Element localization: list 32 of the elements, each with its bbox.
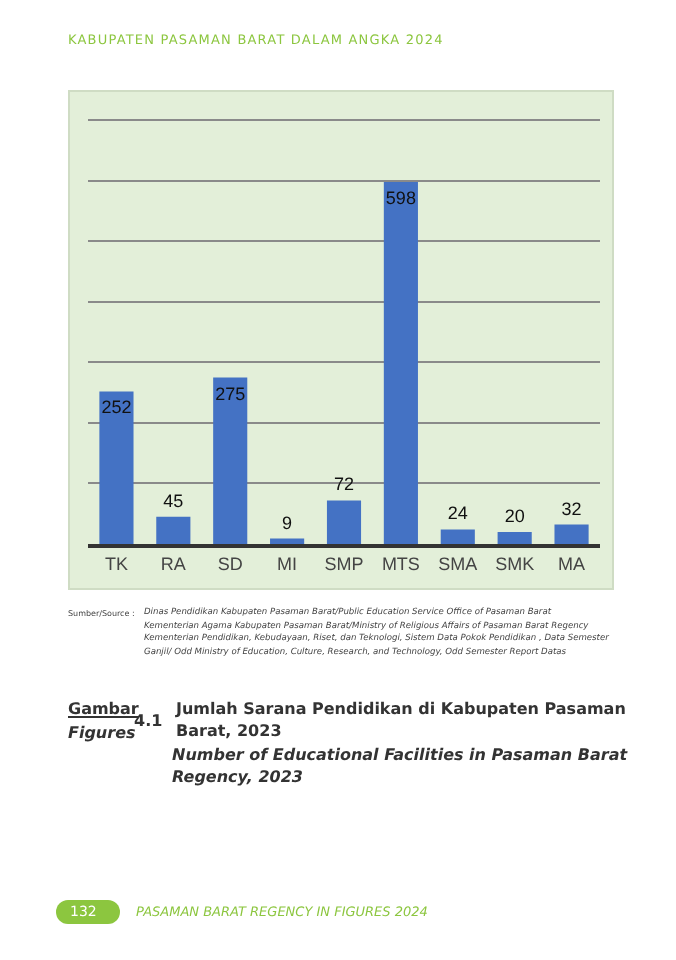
bar <box>554 524 589 544</box>
x-tick-label: SMP <box>324 553 364 574</box>
x-tick-label: MTS <box>381 553 420 574</box>
bar <box>497 531 532 544</box>
bar <box>99 391 134 544</box>
x-tick-label: TK <box>104 553 128 574</box>
bar <box>213 377 248 544</box>
data-label: 45 <box>163 490 184 511</box>
text: Jumlah Sarana Pendidikan di Kabupaten Pasaman Barat, 2023 <box>176 698 628 742</box>
bar <box>156 516 191 544</box>
text: Number of Educational Facilities in Pasaman Barat Regency, 2023 <box>172 744 630 788</box>
bar <box>383 181 418 544</box>
data-label: 32 <box>561 498 582 519</box>
text: 4.1 <box>134 712 163 730</box>
data-label: 72 <box>333 474 355 495</box>
text: Gambar <box>68 700 139 718</box>
data-label: 598 <box>385 187 416 208</box>
bar <box>270 538 305 544</box>
bar <box>440 529 475 544</box>
text: Figures <box>68 724 136 742</box>
data-label: 252 <box>101 397 132 418</box>
x-tick-label: RA <box>160 553 186 574</box>
data-label: 275 <box>215 383 246 404</box>
x-tick-label: SMK <box>495 553 535 574</box>
bar <box>326 500 362 544</box>
x-tick-label: SMA <box>438 553 478 574</box>
data-label: 24 <box>447 503 468 524</box>
data-label: 9 <box>282 512 293 533</box>
data-label: 20 <box>504 505 525 526</box>
x-tick-label: MA <box>558 553 586 574</box>
x-tick-label: SD <box>217 553 244 574</box>
x-tick-label: MI <box>277 553 298 574</box>
